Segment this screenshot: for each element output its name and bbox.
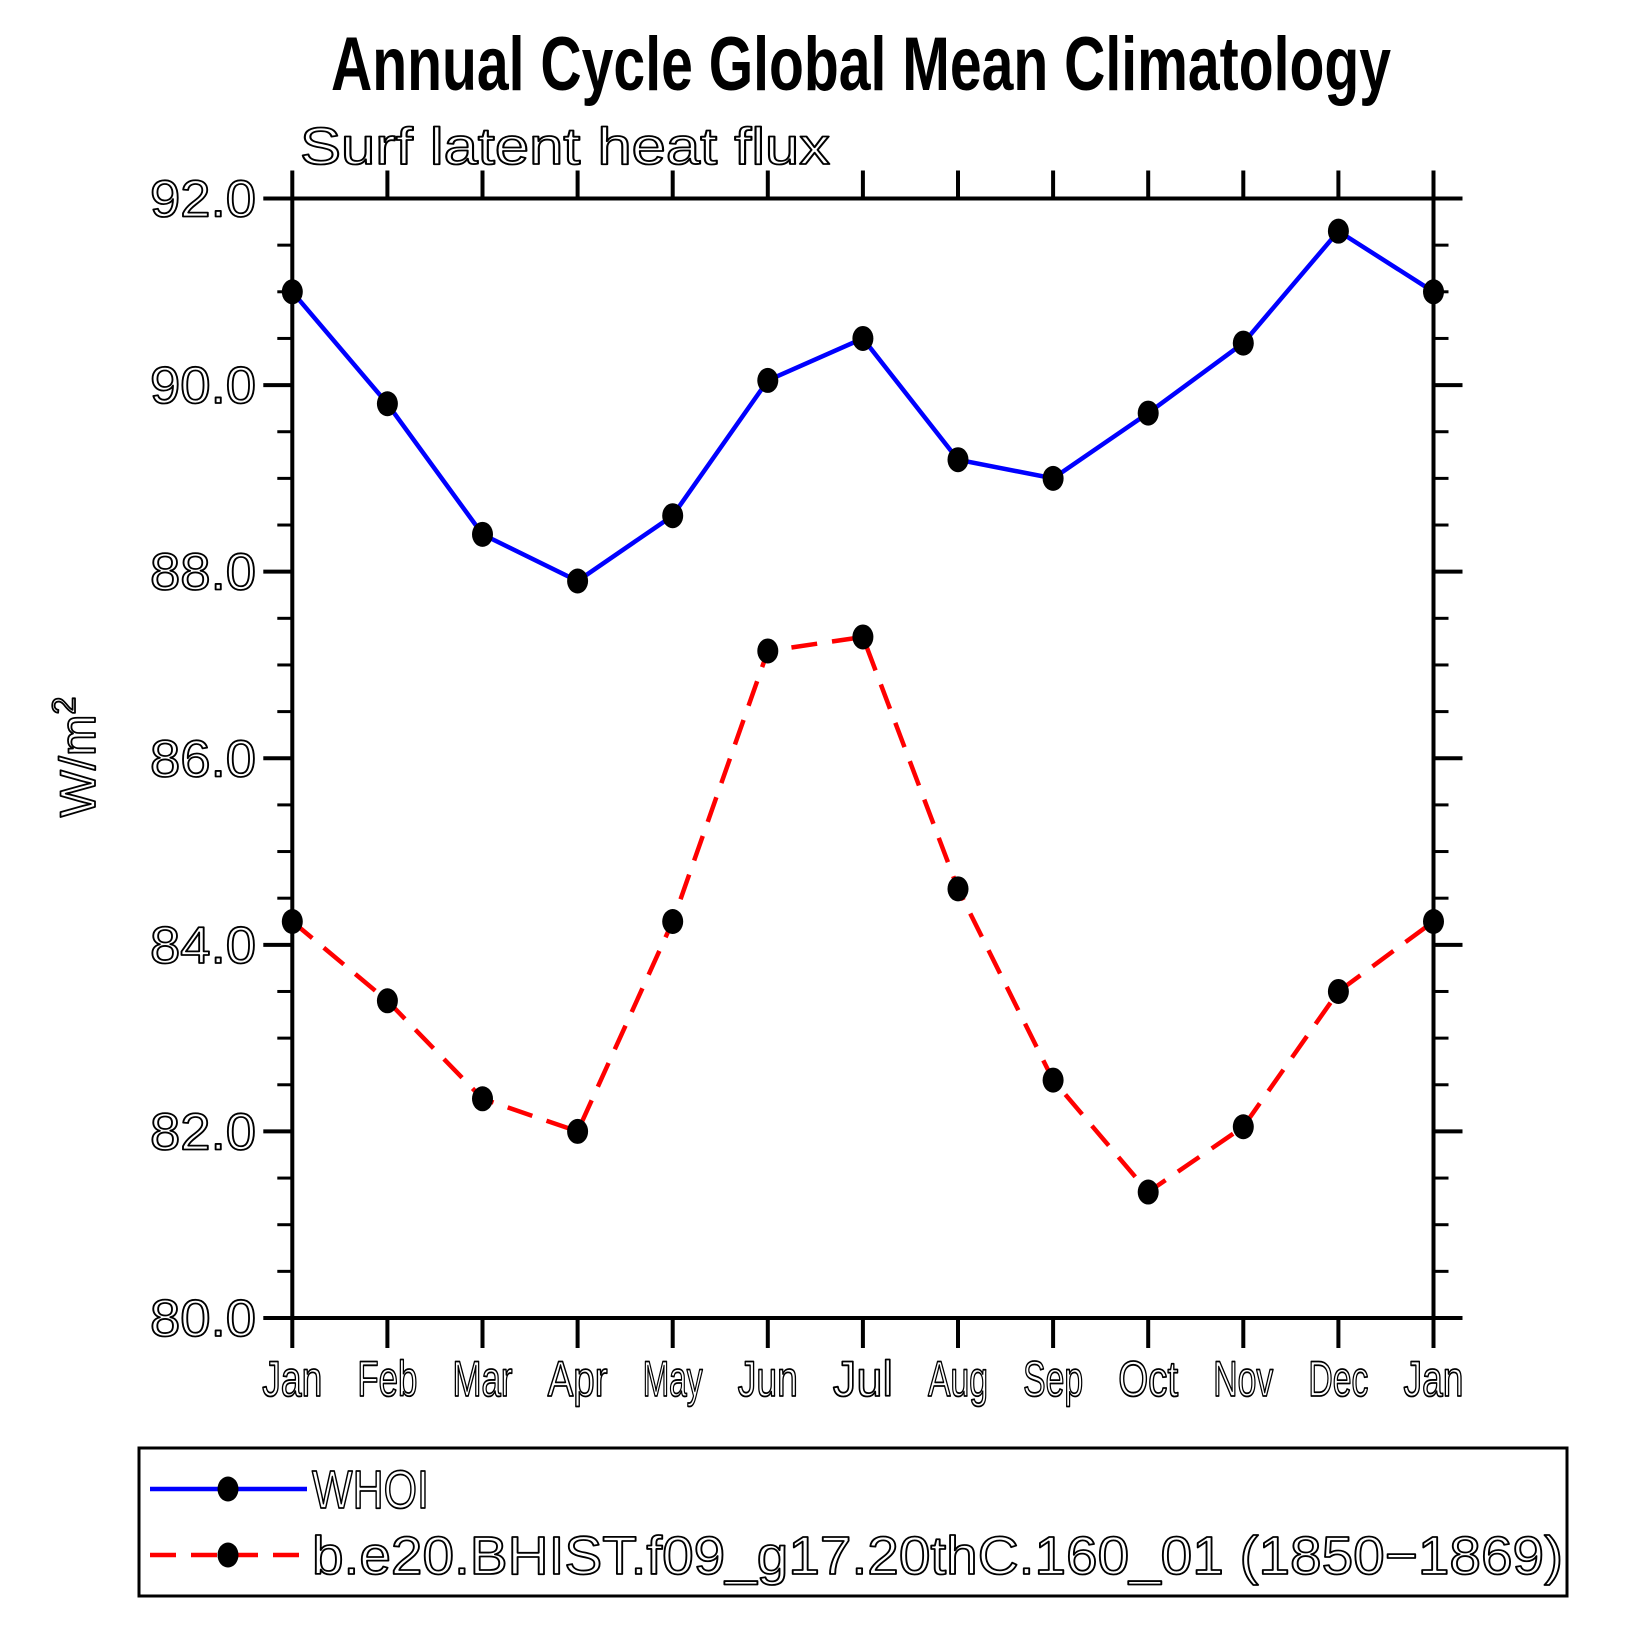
data-point-marker xyxy=(1327,218,1349,244)
y-tick-labels: 92.0 90.0 88.0 86.0 84.0 82.0 80.0 xyxy=(149,170,257,1349)
y-axis-label-base: W/m xyxy=(50,715,106,818)
data-point-marker xyxy=(1137,1179,1159,1205)
data-point-marker xyxy=(1327,978,1349,1004)
data-point-marker xyxy=(567,1118,589,1144)
y-tick-label: 92.0 xyxy=(150,171,256,229)
data-point-marker xyxy=(1423,909,1444,935)
legend-marker xyxy=(217,1476,239,1502)
data-series xyxy=(281,218,1444,1205)
data-point-marker xyxy=(1137,400,1159,426)
x-tick-label: May xyxy=(643,1351,703,1407)
y-tick-label: 86.0 xyxy=(150,730,256,788)
x-tick-label: Jan xyxy=(1404,1351,1464,1407)
x-tick-label: Jul xyxy=(833,1351,893,1407)
legend-marker xyxy=(217,1542,239,1568)
plot-frame xyxy=(290,196,1436,1320)
data-point-marker xyxy=(376,988,398,1014)
x-tick-label: Oct xyxy=(1118,1351,1178,1407)
x-tick-label: Dec xyxy=(1308,1351,1368,1407)
x-tick-label: Apr xyxy=(548,1351,608,1407)
y-axis-label-superscript: 2 xyxy=(46,697,82,715)
series-line-solid xyxy=(290,228,1435,584)
x-tick-label: Aug xyxy=(928,1351,988,1407)
x-tick-label: Jun xyxy=(738,1351,798,1407)
data-point-marker xyxy=(281,279,303,305)
data-point-marker xyxy=(1042,465,1064,491)
data-point-marker xyxy=(567,568,589,594)
series-line-dashed xyxy=(290,634,1435,1196)
y-tick-label: 88.0 xyxy=(150,544,256,602)
x-tick-label: Feb xyxy=(357,1351,417,1407)
legend-entry-label: b.e20.BHIST.f09_g17.20thC.160_01 (1850−1… xyxy=(312,1526,1563,1586)
data-point-marker xyxy=(662,503,684,529)
y-tick-label: 80.0 xyxy=(150,1290,256,1348)
data-point-marker xyxy=(1232,1114,1254,1140)
x-tick-label: Mar xyxy=(453,1351,513,1407)
data-point-marker xyxy=(947,447,969,473)
data-point-marker xyxy=(1232,330,1254,356)
x-tick-labels: Jan Feb Mar Apr May Jun Jul Aug Sep Oct Nov Dec Jan xyxy=(261,1350,1464,1408)
y-axis-label: W/m2 xyxy=(46,697,106,818)
x-tick-label: Jan xyxy=(262,1351,322,1407)
x-tick-label: Sep xyxy=(1023,1351,1083,1407)
data-point-marker xyxy=(852,325,874,351)
x-tick-label: Nov xyxy=(1213,1351,1273,1407)
axis-ticks xyxy=(263,170,1463,1348)
data-point-marker xyxy=(1042,1067,1064,1093)
data-point-marker xyxy=(757,367,779,393)
data-point-marker xyxy=(472,1086,493,1112)
chart-subtitle: Surf latent heat flux xyxy=(300,118,830,176)
data-point-marker xyxy=(472,521,493,547)
y-tick-label: 90.0 xyxy=(150,357,256,415)
data-point-marker xyxy=(281,909,303,935)
data-point-marker xyxy=(1423,279,1444,305)
y-tick-label: 82.0 xyxy=(150,1103,256,1161)
y-tick-label: 84.0 xyxy=(150,917,256,975)
legend-box xyxy=(137,1446,1569,1598)
data-point-marker xyxy=(757,638,779,664)
data-point-marker xyxy=(852,624,874,650)
data-point-marker xyxy=(947,876,969,902)
legend-entry-label: WHOI xyxy=(312,1460,429,1520)
data-point-marker xyxy=(662,909,684,935)
data-point-marker xyxy=(376,391,398,417)
chart-title: Annual Cycle Global Mean Climatology xyxy=(331,22,1391,107)
